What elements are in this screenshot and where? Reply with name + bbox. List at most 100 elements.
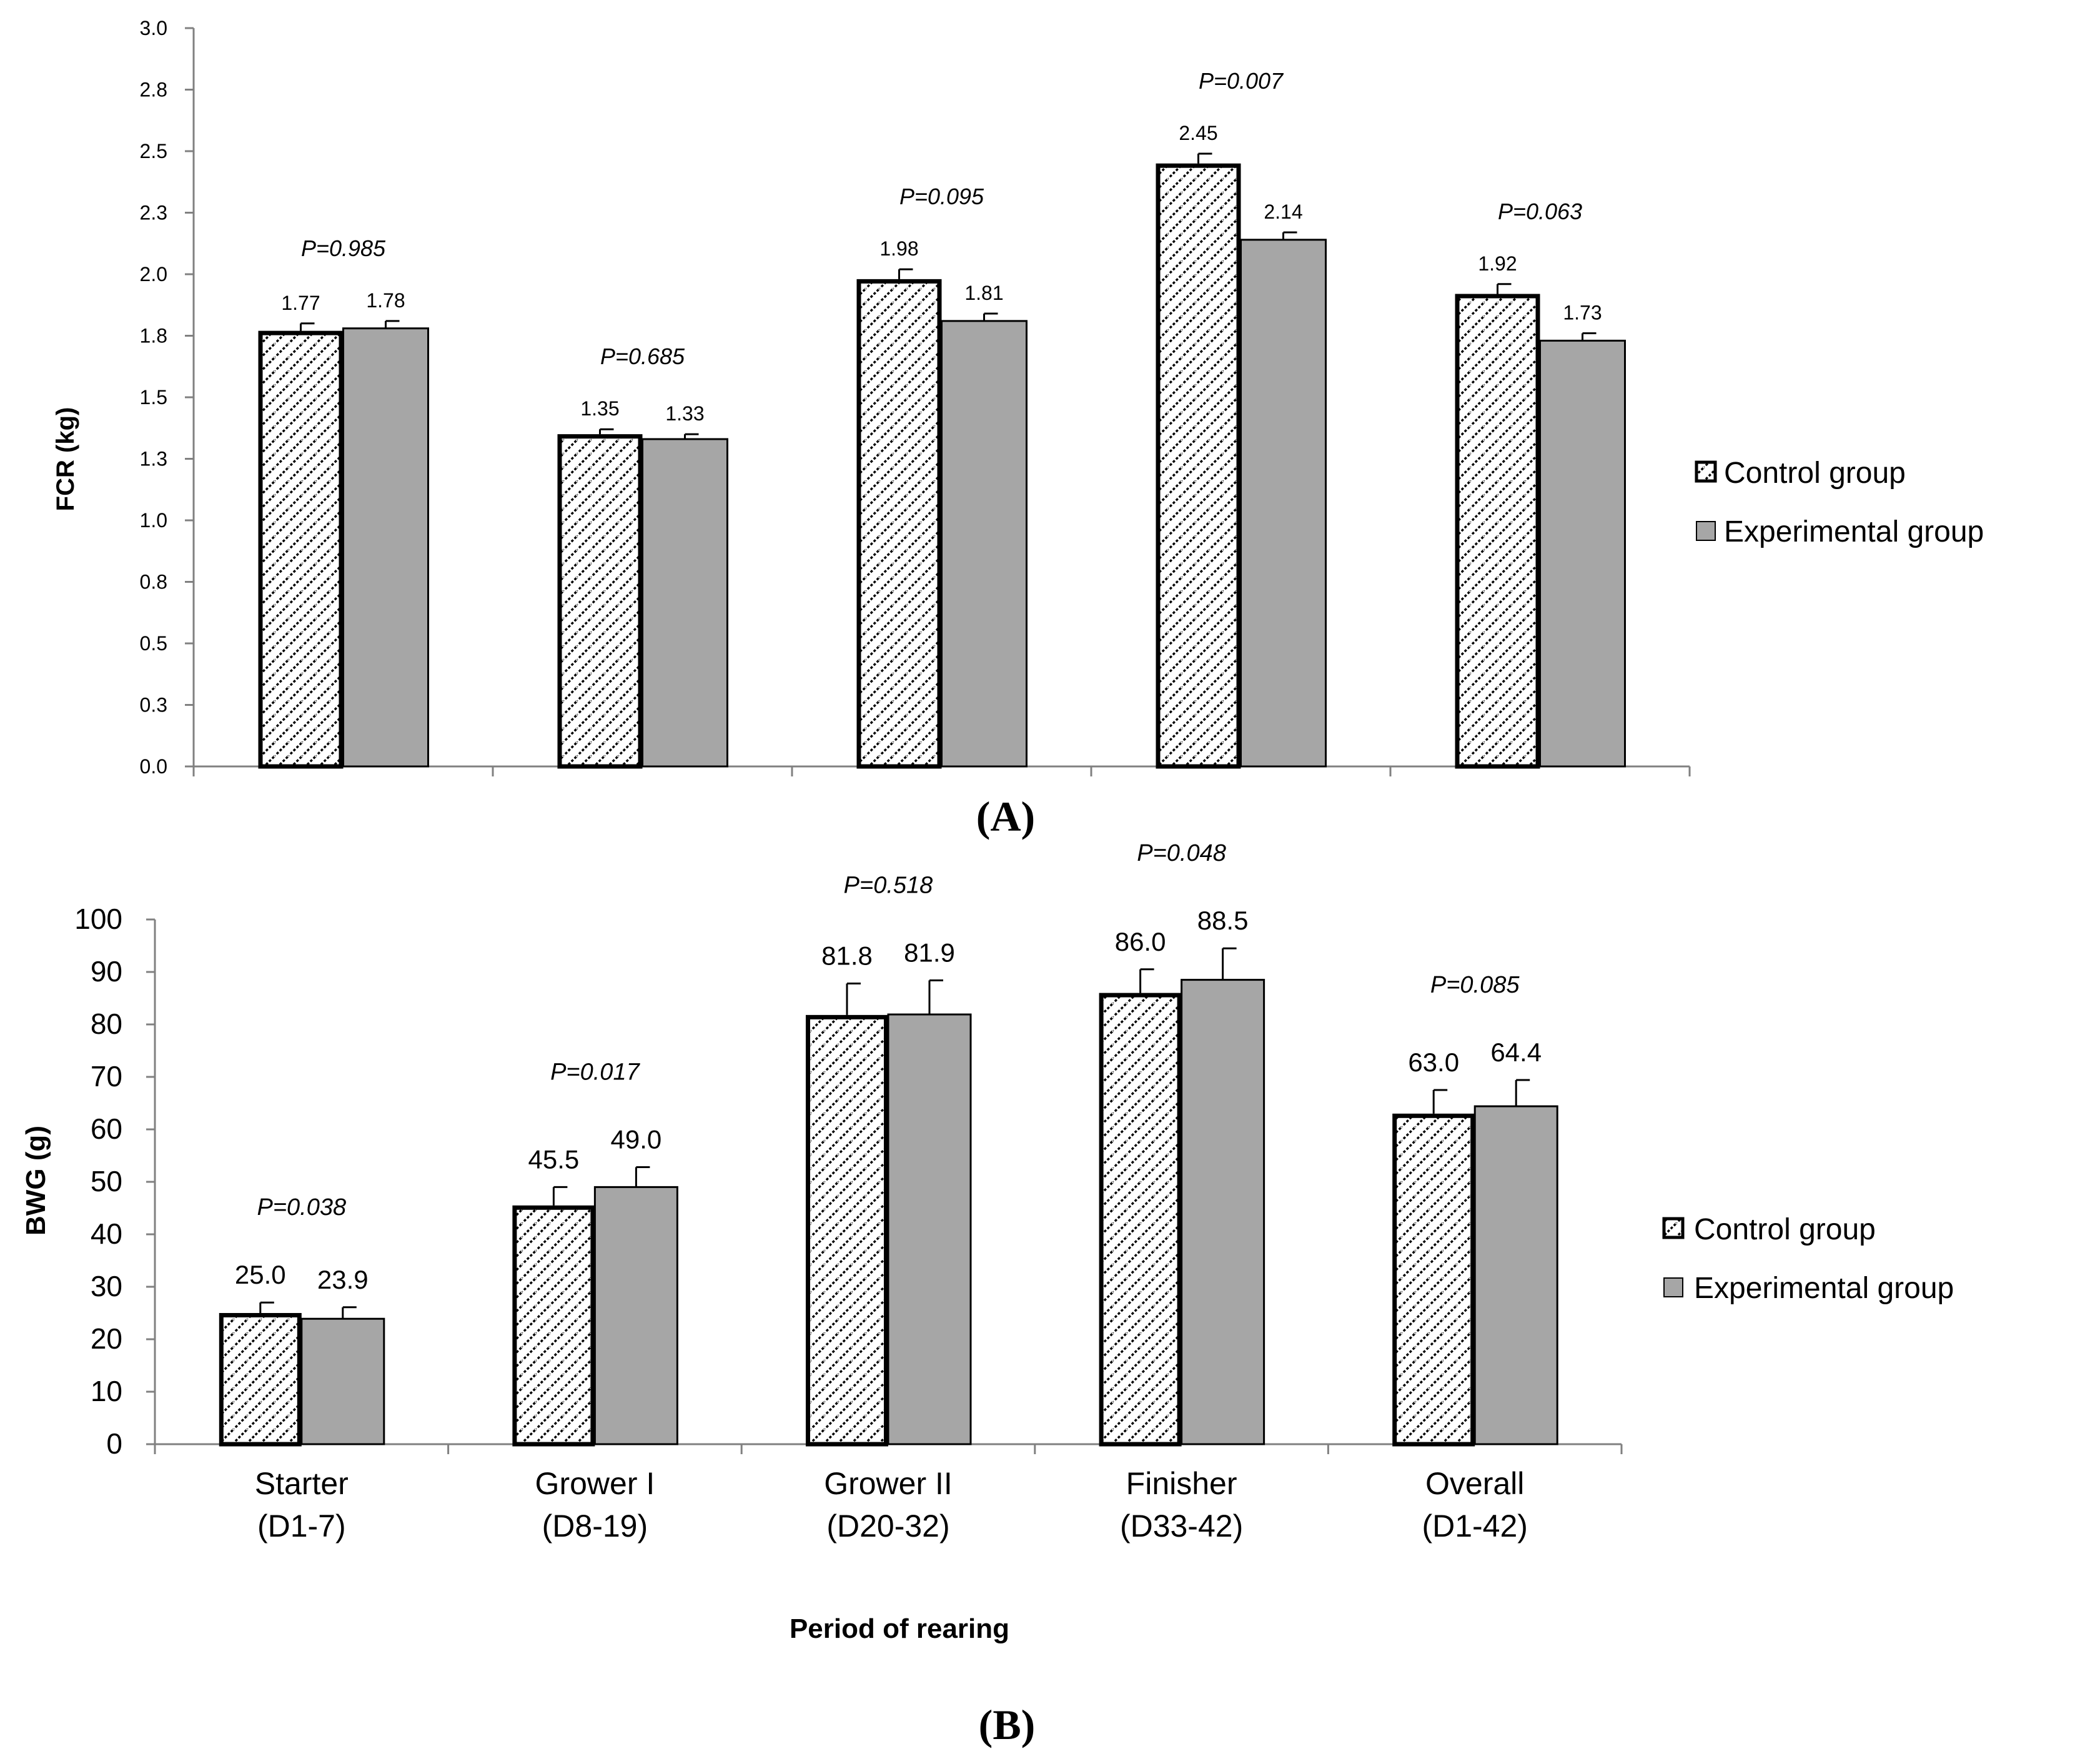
chart-b-labels: 25.0 23.9 P=0.038 Starter (D1-7) 45.5 49.0 P=0.… — [235, 840, 1542, 1544]
chart-a-bar-experimental — [1539, 339, 1626, 768]
chart-b-bar-experimental — [1181, 979, 1265, 1445]
chart-b-category-sublabel: (D33-42) — [1120, 1509, 1243, 1544]
chart-b-bar-experimental — [887, 1013, 972, 1445]
chart-b-value-label: 81.9 — [904, 938, 955, 967]
chart-a-value-label: 2.45 — [1179, 122, 1217, 144]
chart-b-bar-control — [219, 1313, 302, 1447]
chart-b-bar-control — [512, 1205, 595, 1447]
chart-a-y-tick-label: 0.0 — [140, 755, 167, 778]
chart-a-bar-control — [258, 330, 344, 769]
chart-a-bar-experimental — [941, 320, 1028, 768]
chart-b-value-label: 88.5 — [1197, 906, 1249, 935]
chart-a-y-tick-label: 2.0 — [140, 263, 167, 285]
chart-a-legend: Control group Experimental group — [1695, 457, 1984, 548]
chart-a-y-tick-label: 2.3 — [140, 202, 167, 224]
chart-b-y-tick-label: 10 — [91, 1375, 122, 1407]
chart-b-category-sublabel: (D8-19) — [542, 1509, 648, 1544]
chart-b-p-value-label: P=0.017 — [550, 1059, 640, 1085]
chart-b-p-value-label: P=0.038 — [257, 1194, 346, 1221]
chart-a-p-value-label: P=0.095 — [899, 184, 984, 209]
chart-b-ylabel: BWG (g) — [21, 1126, 51, 1236]
chart-a-y-tick-label: 1.3 — [140, 448, 167, 470]
chart-b-value-label: 81.8 — [821, 941, 873, 970]
chart-b-value-label: 45.5 — [528, 1144, 580, 1174]
chart-b-category-label: Finisher — [1126, 1466, 1237, 1501]
chart-b-y-tick-label: 70 — [91, 1060, 122, 1093]
chart-a-y-tick-label: 1.5 — [140, 386, 167, 409]
chart-a-panel-label: (A) — [976, 793, 1035, 840]
chart-b-y-tick-label: 50 — [91, 1165, 122, 1197]
legend-a-control-swatch — [1695, 460, 1717, 483]
chart-b-axes: 0 10 20 30 40 50 60 70 80 90 100 — [74, 903, 1623, 1460]
chart-a-p-value-label: P=0.685 — [600, 344, 685, 369]
chart-b-bar-experimental — [300, 1317, 385, 1445]
chart-b-bars — [219, 947, 1558, 1447]
chart-a-p-value-label: P=0.985 — [301, 235, 386, 261]
chart-b-category-sublabel: (D1-42) — [1422, 1509, 1527, 1544]
chart-a-y-tick-label: 2.8 — [140, 79, 167, 101]
chart-b-y-tick-label: 80 — [91, 1008, 122, 1040]
chart-b-bar-control — [1099, 993, 1182, 1447]
legend-a-control-label: Control group — [1724, 457, 1906, 490]
legend-b-control-swatch — [1662, 1217, 1685, 1239]
chart-b-bar-experimental — [1473, 1105, 1558, 1445]
chart-a-value-label: 1.98 — [879, 237, 918, 260]
chart-b-p-value-label: P=0.048 — [1137, 840, 1226, 866]
chart-a-bar-control — [557, 434, 643, 769]
chart-b-value-label: 64.4 — [1490, 1038, 1542, 1067]
chart-a-y-tick-label: 3.0 — [140, 17, 167, 39]
chart-b-category-sublabel: (D1-7) — [257, 1509, 346, 1544]
chart-b-y-tick-label: 90 — [91, 955, 122, 988]
chart-b-xlabel: Period of rearing — [790, 1613, 1009, 1644]
chart-a-p-value-label: P=0.063 — [1498, 199, 1582, 224]
chart-a-value-label: 1.73 — [1563, 302, 1602, 324]
chart-a-axes: 0.0 0.3 0.5 0.8 1.0 1.3 1.5 1.8 2.0 2.3 2.5 2.8 3.0 — [140, 17, 1691, 778]
chart-b-y-tick-label: 30 — [91, 1270, 122, 1302]
legend-b-control-label: Control group — [1694, 1213, 1876, 1246]
chart-a-bar-experimental — [1240, 239, 1327, 768]
chart-a-bar-control — [1455, 294, 1540, 769]
chart-b-panel-label: (B) — [979, 1701, 1036, 1748]
chart-a-bar-experimental — [342, 327, 429, 768]
chart-a-value-label: 1.77 — [281, 292, 320, 314]
chart-b-bar-control — [1392, 1113, 1475, 1447]
chart-a-bar-control — [856, 279, 942, 769]
chart-a-ylabel: FCR (kg) — [52, 407, 79, 512]
legend-b-experimental-swatch — [1663, 1277, 1683, 1297]
legend-b-experimental-label: Experimental group — [1694, 1272, 1954, 1305]
chart-b-y-tick-label: 0 — [106, 1427, 122, 1460]
chart-b-value-label: 49.0 — [611, 1124, 662, 1154]
chart-b-bar-control — [806, 1014, 888, 1447]
chart-a-value-label: 2.14 — [1264, 201, 1302, 223]
chart-b-legend: Control group Experimental group — [1662, 1213, 1954, 1305]
chart-a-bar-experimental — [641, 438, 728, 768]
chart-b-category-label: Starter — [255, 1466, 349, 1501]
chart-a-value-label: 1.35 — [580, 397, 619, 420]
chart-b-y-tick-label: 20 — [91, 1322, 122, 1355]
chart-a-y-tick-label: 1.8 — [140, 325, 167, 347]
chart-b-category-label: Overall — [1425, 1466, 1524, 1501]
chart-b: 0 10 20 30 40 50 60 70 80 90 100 25.0 23.9 P=0.038 St… — [21, 840, 1954, 1748]
chart-b-category-label: Grower II — [824, 1466, 953, 1501]
chart-a-y-tick-label: 0.3 — [140, 694, 167, 716]
chart-a-labels: 1.77 1.78 P=0.985 1.35 1.33 P=0.685 1.98 1.81 P=… — [281, 68, 1602, 425]
chart-b-y-tick-label: 40 — [91, 1217, 122, 1250]
chart-a-y-tick-label: 0.5 — [140, 632, 167, 655]
chart-b-bar-experimental — [593, 1186, 678, 1445]
chart-a: 0.00.30.50.81.01.31.51.82.02.32.52.83.0 … — [52, 17, 1984, 840]
chart-a-value-label: 1.81 — [964, 282, 1003, 304]
chart-a-p-value-label: P=0.007 — [1199, 68, 1284, 94]
chart-b-p-value-label: P=0.085 — [1430, 972, 1520, 998]
chart-b-value-label: 63.0 — [1408, 1048, 1459, 1077]
chart-b-value-label: 86.0 — [1115, 927, 1166, 956]
chart-a-value-label: 1.92 — [1478, 252, 1517, 275]
chart-a-y-tick-label: 2.5 — [140, 140, 167, 162]
chart-a-y-tick-label: 1.0 — [140, 509, 167, 532]
chart-a-bar-control — [1156, 163, 1241, 769]
legend-a-experimental-swatch — [1696, 521, 1716, 541]
chart-a-y-tick-label: 0.8 — [140, 571, 167, 593]
chart-a-value-label: 1.33 — [665, 402, 704, 425]
chart-b-value-label: 25.0 — [235, 1260, 286, 1289]
chart-b-y-tick-label: 60 — [91, 1112, 122, 1145]
